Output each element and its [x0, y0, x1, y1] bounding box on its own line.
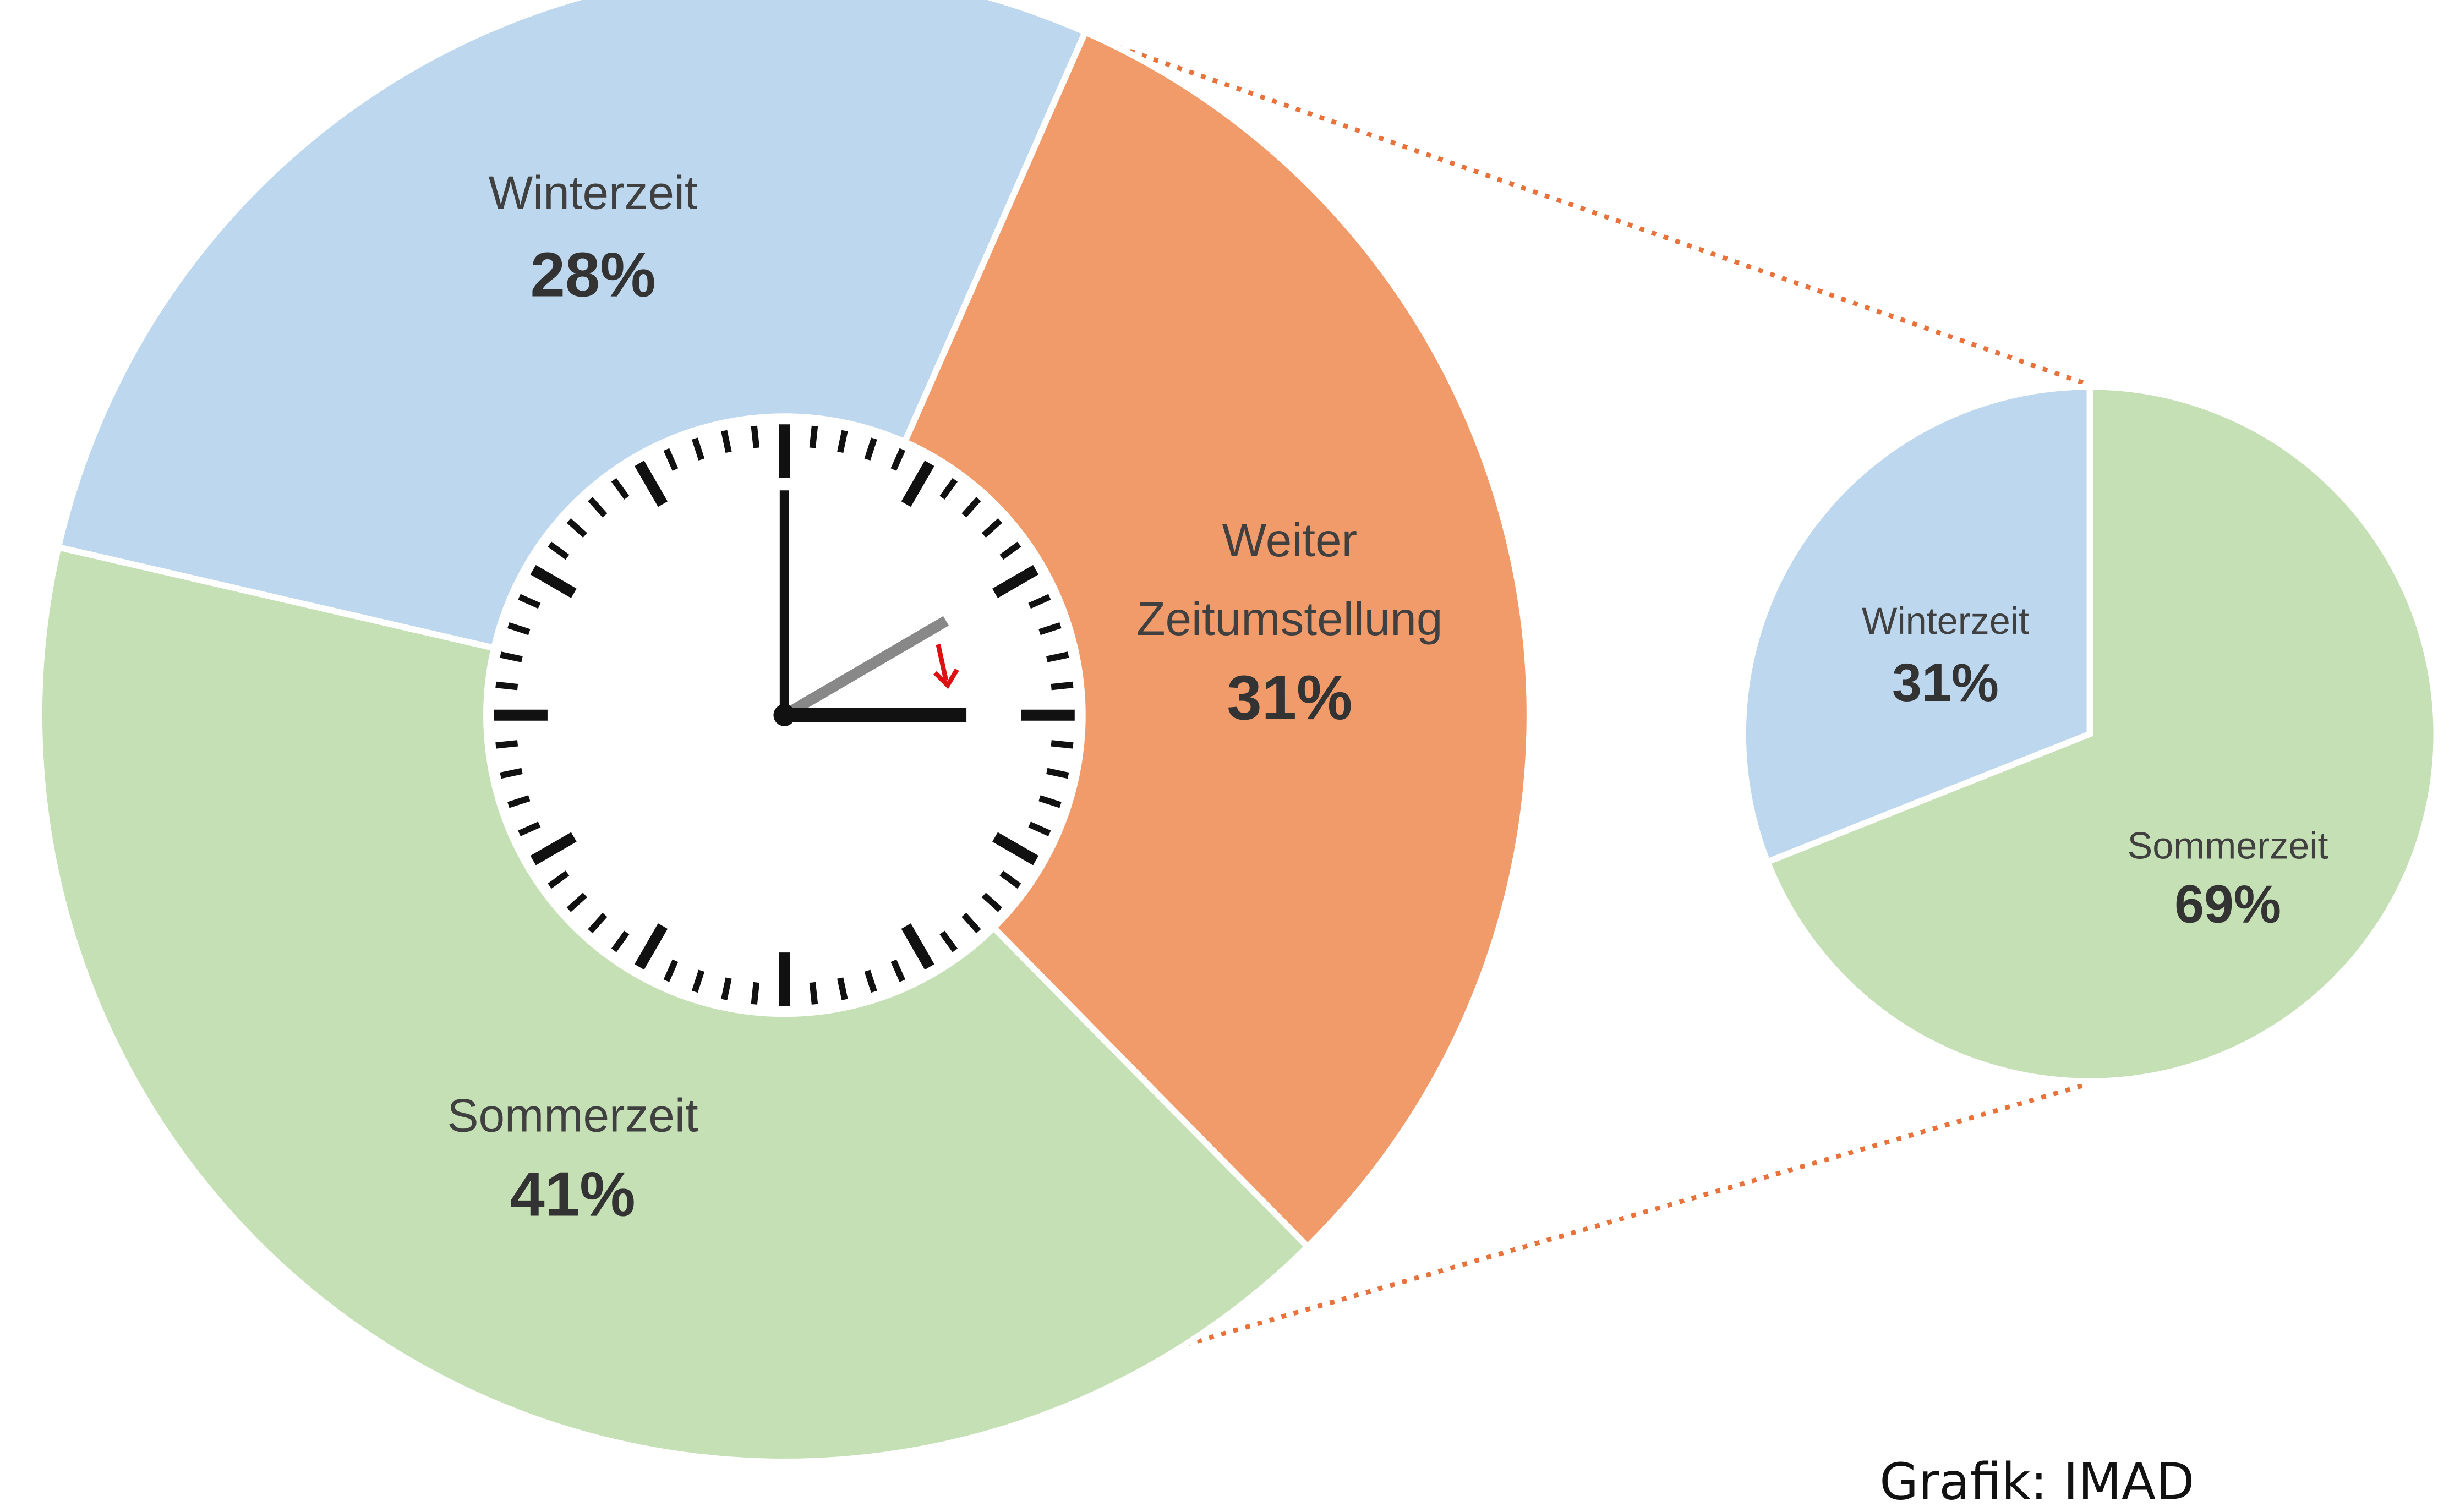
clock-tick	[611, 478, 630, 500]
clock-tick	[1038, 795, 1062, 808]
clock-tick	[588, 912, 608, 934]
pie-slice	[1740, 383, 2093, 866]
clock-tick	[999, 541, 1021, 560]
slice-label: Winterzeit	[489, 167, 698, 220]
clock-tick	[1051, 681, 1074, 691]
clock-tick	[721, 977, 732, 1000]
clock-tick	[1046, 768, 1069, 779]
clock-arrow	[933, 644, 959, 689]
clock-tick	[1028, 821, 1051, 836]
clock-tick	[518, 821, 541, 836]
clock-tick	[809, 425, 818, 448]
clock-tick	[635, 461, 668, 507]
clock-tick	[939, 930, 958, 952]
clock-tick	[890, 959, 906, 982]
clock-tick	[751, 425, 760, 448]
pie-slice	[780, 28, 1533, 1251]
pie-slice	[1763, 383, 2440, 1085]
connector-line	[1081, 32, 2091, 387]
clock-tick	[751, 982, 760, 1005]
clock-tick	[1046, 651, 1069, 662]
slice-value: 28%	[530, 240, 655, 310]
clock-tick	[530, 565, 577, 599]
slice-label: Weiter Zeitumstellung	[1136, 515, 1443, 647]
slice-label: Sommerzeit	[2128, 825, 2328, 867]
clock-tick	[939, 478, 958, 500]
clock-tick	[691, 969, 705, 993]
clock-tick	[500, 651, 523, 662]
slice-value: 31%	[1892, 653, 1999, 713]
slice-value: 41%	[510, 1160, 635, 1230]
clock-tick	[566, 892, 587, 912]
clock-tick	[518, 594, 541, 609]
clock-tick	[548, 541, 570, 560]
clock-tick	[864, 437, 877, 461]
clock-tick	[500, 768, 523, 779]
clock-tick	[901, 923, 934, 970]
clock-tick	[548, 870, 570, 889]
clock-tick	[837, 430, 848, 453]
clock-tick	[992, 565, 1039, 599]
pie-slice	[36, 543, 1313, 1465]
clock-tick	[890, 448, 906, 471]
clock-tick	[530, 832, 577, 865]
source-credit: Grafik: IMAD	[1879, 1452, 2194, 1511]
clock-tick	[837, 977, 848, 1000]
clock-tick	[691, 437, 705, 461]
clock-tick	[663, 448, 679, 471]
clock-tick	[961, 912, 981, 934]
clock-tick	[495, 740, 518, 749]
clock-tick	[809, 982, 818, 1005]
clock-tick	[721, 430, 732, 453]
slice-label: Winterzeit	[1862, 600, 2029, 642]
clock-tick	[663, 959, 679, 982]
clock-tick	[901, 461, 934, 507]
slice-value: 31%	[1227, 663, 1352, 733]
clock-tick	[495, 681, 518, 691]
clock-tick	[999, 870, 1021, 889]
slice-value: 69%	[2174, 874, 2281, 934]
clock-tick	[981, 518, 1003, 538]
clock-tick	[981, 892, 1003, 912]
slice-label: Weiter Zeitumstellung	[1136, 515, 1443, 647]
clock-tick	[864, 969, 877, 993]
clock-hand	[781, 616, 949, 720]
clock-tick	[1028, 594, 1051, 609]
clock-tick	[961, 497, 981, 518]
clock-tick	[611, 930, 630, 952]
clock-tick	[507, 795, 531, 808]
clock-center	[773, 704, 796, 726]
clock-tick	[507, 622, 531, 636]
clock-tick	[1051, 740, 1074, 749]
clock-tick	[588, 497, 608, 518]
clock-tick	[1038, 622, 1062, 636]
clock-tick	[992, 832, 1039, 865]
clock-tick	[635, 923, 668, 970]
clock-tick	[566, 518, 587, 538]
slice-label: Sommerzeit	[447, 1089, 698, 1142]
